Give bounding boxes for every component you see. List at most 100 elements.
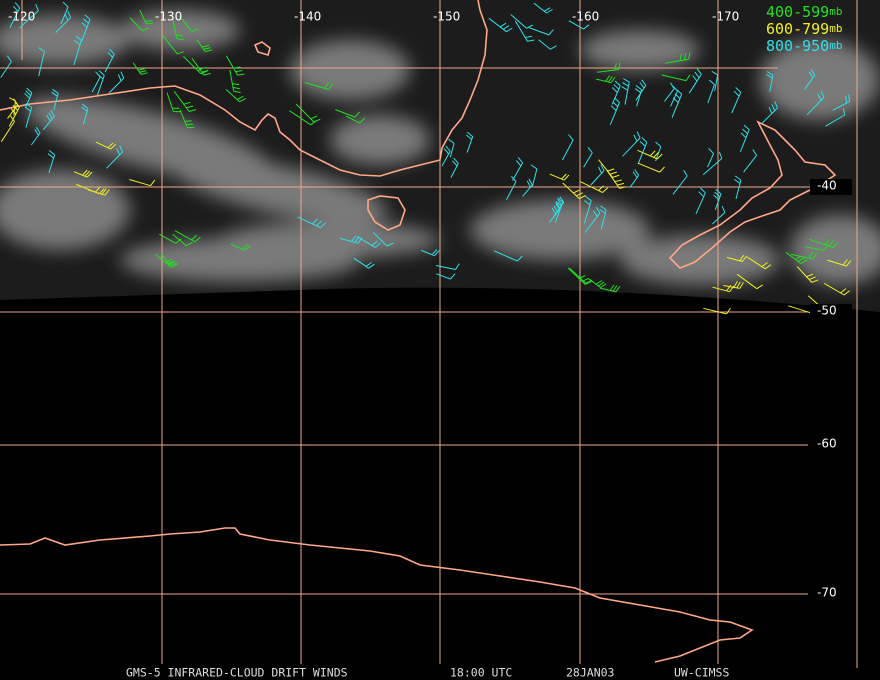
legend-range: 800-950 [766,37,829,55]
longitude-label: -120 [8,10,35,24]
wind-barb [356,235,382,248]
wind-barb [731,87,742,114]
wind-barb [522,178,533,197]
wind-barb [702,151,723,176]
wind-barb [162,34,185,55]
wind-barb [19,4,39,29]
wind-barb [766,71,774,92]
wind-barb [230,243,251,251]
wind-barb [81,103,89,125]
wind-barb [161,253,177,266]
wind-barb [465,131,474,153]
wind-barb [688,68,702,94]
grid [0,0,858,668]
wind-barb [595,75,616,84]
legend-unit: mb [829,39,842,52]
wind-barb [225,55,245,76]
wind-barb [637,149,663,160]
wind-barb [584,206,601,233]
longitude-label: -150 [433,10,460,24]
wind-barb [707,148,715,168]
label-background [810,179,852,195]
latitude-labels: -40 -50 -60 -70 [810,179,852,602]
wind-barb [174,230,201,243]
wind-barb [183,56,208,75]
wind-barb [166,92,181,113]
wind-barb [225,89,247,103]
wind-barb [637,162,665,173]
latitude-label: -60 [817,437,837,451]
wind-barb [196,39,213,53]
legend-range: 600-799 [766,20,829,38]
wind-barb [159,233,182,244]
wind-barb [726,254,748,262]
wind-barb [47,150,56,174]
wind-barb [8,101,20,127]
coastlines [0,0,837,663]
wind-barb [139,9,154,25]
wind-barb [598,159,620,178]
wind-barb [129,179,156,187]
wind-barb [723,281,744,289]
wind-barb [712,205,726,225]
wind-barb [91,71,101,93]
wind-barb [436,273,456,280]
longitude-labels: -120 -130 -140 -150 -160 -170 [8,10,739,24]
wind-barb [562,182,586,200]
wind-barb [81,14,91,42]
wind-barb [488,17,513,33]
wind-barb [736,273,763,290]
wind-barb [335,109,360,118]
wind-barb [823,282,850,296]
wind-barb [552,196,565,219]
wind-barb [505,175,517,201]
wind-barb [42,110,55,131]
wind-barb [372,232,394,247]
footer-text: 28JAN03 [566,666,615,680]
wind-barb [785,251,808,265]
wind-barb [95,141,117,150]
wind-barb [703,307,731,315]
wind-barb [441,145,451,167]
wind-barb [695,187,706,215]
wind-barb [713,189,722,210]
wind-barb [806,90,825,116]
wind-barb [289,110,317,126]
wind-barb [599,284,621,293]
wind-barb [51,88,59,110]
wind-barb [435,263,460,270]
wind-barb [108,71,125,94]
wind-barb [297,216,326,229]
wind-barb [353,257,375,269]
wind-barb [55,11,72,33]
wind-barb [661,74,691,82]
wind-barb [9,2,21,28]
wind-barb [629,169,640,188]
footer-background [120,664,760,680]
longitude-label: -170 [712,10,739,24]
wind-barb [172,18,184,41]
wind-barb [609,97,620,125]
wind-barb [622,131,641,157]
wind-barb [606,169,627,189]
wind-barb [579,181,609,193]
wind-barb [568,20,590,30]
wind-barb [73,35,82,66]
wind-barbs [0,1,852,315]
wind-barb [549,173,570,181]
wind-barb [569,267,593,284]
label-background [810,437,852,453]
footer-text: UW-CIMSS [674,666,729,680]
legend-unit: mb [829,5,842,18]
wind-barb [104,48,115,73]
footer-text: 18:00 UTC [450,666,512,680]
wind-barb [832,94,851,111]
wind-barb [734,175,742,200]
wind-barb [229,69,241,93]
wind-barb [9,97,16,116]
wind-barb [179,109,195,129]
wind-barb [621,78,630,105]
wind-barb [448,138,455,158]
latitude-label: -40 [817,179,837,193]
